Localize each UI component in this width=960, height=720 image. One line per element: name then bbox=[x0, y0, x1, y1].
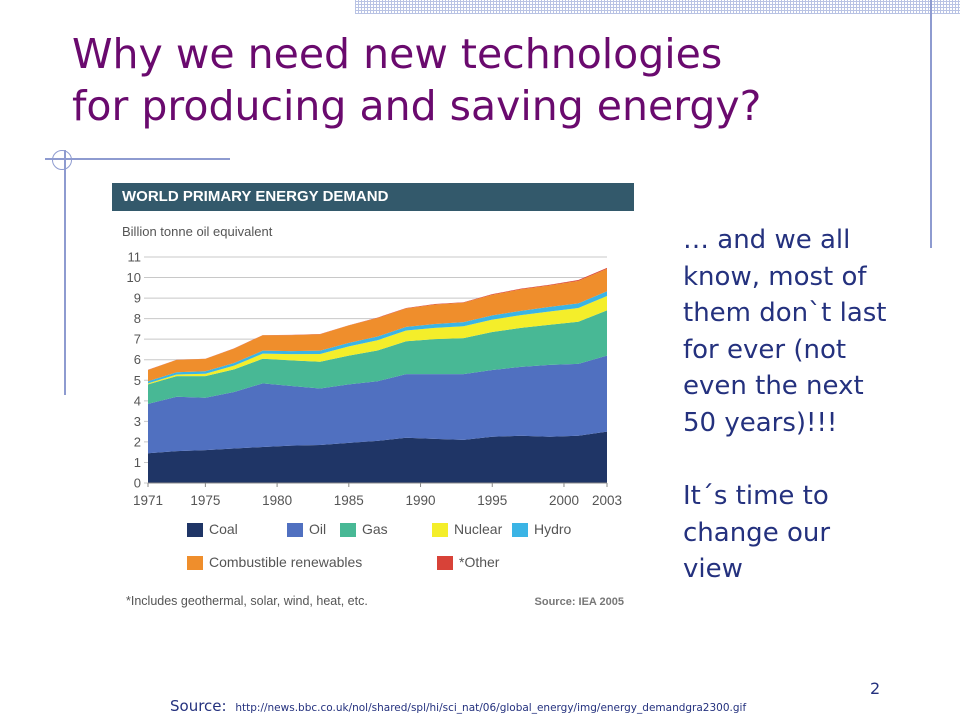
y-tick-label: 7 bbox=[134, 332, 141, 347]
legend-label-gas: Gas bbox=[362, 521, 388, 537]
y-tick-label: 11 bbox=[128, 250, 142, 265]
y-axis-label: Billion tonne oil equivalent bbox=[122, 224, 273, 239]
chart-canvas: Billion tonne oil equivalent 0 1 2 3 4 5 6 7 8 9 10… bbox=[112, 211, 634, 623]
legend-label-nuclear: Nuclear bbox=[454, 521, 503, 537]
x-tick-label: 1995 bbox=[477, 493, 507, 508]
side-text-line: … and we all bbox=[683, 225, 851, 255]
side-text-line: view bbox=[683, 554, 743, 584]
side-text-line: for ever (not bbox=[683, 334, 847, 365]
legend-label-other: *Other bbox=[459, 554, 500, 570]
page-number: 2 bbox=[870, 679, 881, 698]
x-tick-label: 1980 bbox=[262, 493, 292, 508]
decorative-vertical-line-left bbox=[64, 150, 66, 395]
area-nuclear bbox=[148, 296, 607, 385]
side-commentary: … and we all know, most of them don`t la… bbox=[683, 222, 953, 588]
legend-swatch-gas bbox=[340, 523, 356, 537]
side-text-line: know, most of bbox=[683, 261, 867, 292]
legend-label-hydro: Hydro bbox=[534, 521, 572, 537]
decorative-vertical-line-right bbox=[930, 0, 932, 248]
side-text-line: 50 years)!!! bbox=[683, 407, 838, 438]
x-tick-label: 2000 bbox=[549, 493, 579, 508]
energy-demand-chart: WORLD PRIMARY ENERGY DEMAND Billion tonn… bbox=[112, 183, 634, 623]
x-tick-label: 1971 bbox=[133, 493, 163, 508]
area-coal bbox=[148, 431, 607, 483]
y-tick-label: 6 bbox=[134, 352, 141, 367]
legend-swatch-combustible-renewables bbox=[187, 556, 203, 570]
legend-label-coal: Coal bbox=[209, 521, 238, 537]
source-label: Source: bbox=[170, 697, 227, 715]
area-hydro bbox=[148, 291, 607, 384]
y-tick-label: 2 bbox=[134, 434, 141, 449]
source-url: http://news.bbc.co.uk/nol/shared/spl/hi/… bbox=[235, 702, 747, 714]
source-citation: Source: http://news.bbc.co.uk/nol/shared… bbox=[170, 697, 746, 715]
legend-label-oil: Oil bbox=[309, 521, 326, 537]
y-tick-label: 4 bbox=[134, 393, 141, 408]
legend-swatch-other bbox=[437, 556, 453, 570]
y-tick-label: 8 bbox=[134, 311, 141, 326]
y-tick-label: 10 bbox=[127, 270, 141, 285]
slide-title: Why we need new technologies for produci… bbox=[72, 28, 932, 132]
legend-swatch-nuclear bbox=[432, 523, 448, 537]
chart-title: WORLD PRIMARY ENERGY DEMAND bbox=[112, 183, 634, 211]
legend-swatch-coal bbox=[187, 523, 203, 537]
legend-swatch-hydro bbox=[512, 523, 528, 537]
y-tick-label: 3 bbox=[134, 414, 141, 429]
y-tick-label: 5 bbox=[134, 373, 141, 388]
legend-label-combustible-renewables: Combustible renewables bbox=[209, 554, 362, 570]
x-tick-label: 1985 bbox=[334, 493, 364, 508]
x-tick-label: 1990 bbox=[406, 493, 436, 508]
area-combustible-renewables bbox=[148, 268, 607, 382]
side-text-line: them don`t last bbox=[683, 298, 887, 328]
x-tick-label: 2003 bbox=[592, 493, 622, 508]
decorative-circle bbox=[52, 150, 72, 170]
y-tick-label: 1 bbox=[134, 455, 141, 470]
chart-footnote: *Includes geothermal, solar, wind, heat,… bbox=[126, 594, 368, 608]
side-text-line: even the next bbox=[683, 371, 864, 401]
x-tick-label: 1975 bbox=[190, 493, 220, 508]
area-oil bbox=[148, 355, 607, 454]
slide-title-line2: for producing and saving energy? bbox=[72, 82, 762, 130]
y-tick-label: 0 bbox=[134, 476, 141, 491]
decorative-pattern bbox=[355, 0, 960, 14]
area-gas bbox=[148, 310, 607, 404]
decorative-horizontal-line bbox=[45, 158, 230, 160]
side-text-line: change our bbox=[683, 517, 831, 548]
side-text-line: It´s time to bbox=[683, 481, 829, 511]
chart-source: Source: IEA 2005 bbox=[535, 596, 624, 608]
slide-title-line1: Why we need new technologies bbox=[72, 30, 723, 78]
legend-swatch-oil bbox=[287, 523, 303, 537]
y-tick-label: 9 bbox=[134, 291, 141, 306]
